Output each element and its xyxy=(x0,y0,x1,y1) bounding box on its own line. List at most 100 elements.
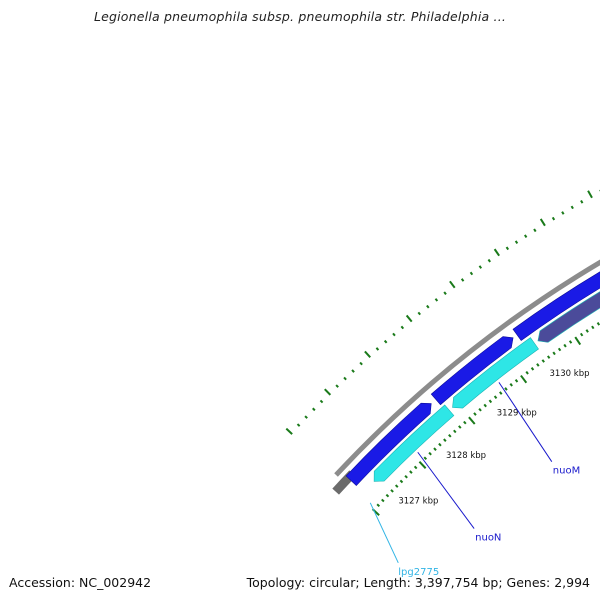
inner-tick-mark xyxy=(399,479,404,484)
inner-tick-mark xyxy=(473,412,477,416)
gene-label-leader xyxy=(498,382,553,462)
inner-tick-mark xyxy=(514,378,519,383)
inner-tick-mark xyxy=(546,355,551,359)
outer-tick-mark xyxy=(335,384,339,388)
inner-tick-mark xyxy=(433,447,437,451)
inner-tick-mark xyxy=(409,470,413,474)
inner-tick-mark xyxy=(504,387,508,391)
inner-tick-mark xyxy=(509,383,513,387)
inner-tick-mark xyxy=(390,489,394,493)
outer-tick-mark xyxy=(533,228,537,233)
accession-label: Accession: NC_002942 xyxy=(9,575,152,590)
outer-tick-mark xyxy=(561,211,565,215)
outer-tick-mark xyxy=(426,304,430,309)
kbp-label: 3129 kbp xyxy=(497,408,537,418)
inner-tick-mark xyxy=(552,351,556,356)
inner-tick-mark xyxy=(453,429,457,434)
outer-tick-mark xyxy=(487,258,491,263)
reverse-gene[interactable] xyxy=(452,337,539,409)
backbone-arc xyxy=(334,259,600,477)
inner-tick-mark xyxy=(563,343,567,348)
inner-tick-mark xyxy=(413,465,418,470)
inner-tick-mark xyxy=(568,340,573,344)
outer-tick-mark xyxy=(478,265,483,269)
gene-label-leader xyxy=(417,451,475,529)
outer-tick-mark xyxy=(375,347,380,351)
outer-tick-mark xyxy=(324,388,332,396)
gene-label-leader xyxy=(369,502,399,564)
inner-tick-mark xyxy=(428,451,432,456)
inner-tick-mark xyxy=(443,438,447,442)
reverse-gene[interactable] xyxy=(373,404,455,482)
inner-tick-mark xyxy=(376,503,381,508)
inner-tick-mark xyxy=(448,433,452,438)
inner-tick-mark xyxy=(381,498,385,503)
inner-tick-mark xyxy=(468,416,476,425)
outer-tick-mark xyxy=(580,200,584,204)
inner-tick-mark xyxy=(585,329,589,333)
outer-tick-mark xyxy=(312,407,316,412)
kbp-label: 3127 kbp xyxy=(398,497,438,507)
outer-tick-mark xyxy=(405,314,413,323)
inner-tick-mark xyxy=(557,347,562,352)
kbp-label: 3128 kbp xyxy=(446,451,486,461)
inner-tick-mark xyxy=(385,493,390,498)
inner-tick-mark xyxy=(520,374,528,384)
inner-tick-mark xyxy=(418,461,427,469)
outer-tick-mark xyxy=(493,248,500,257)
outer-tick-mark xyxy=(392,332,396,337)
outer-tick-mark xyxy=(364,350,371,359)
outer-tick-mark xyxy=(539,218,546,227)
inner-tick-mark xyxy=(423,456,428,461)
outer-tick-mark xyxy=(524,234,528,239)
outer-tick-mark xyxy=(469,271,474,276)
outer-tick-mark xyxy=(343,376,347,381)
outer-tick-mark xyxy=(400,325,405,330)
outer-tick-mark xyxy=(505,246,510,251)
inner-tick-mark xyxy=(596,321,600,326)
outer-tick-mark xyxy=(514,240,519,245)
outer-tick-mark xyxy=(319,399,324,404)
gene-label[interactable]: nuoM xyxy=(553,466,580,477)
inner-tick-mark xyxy=(394,484,399,488)
gene-label[interactable]: nuoN xyxy=(475,533,501,544)
outer-tick-mark xyxy=(460,278,465,282)
outer-tick-mark xyxy=(304,415,308,419)
inner-tick-mark xyxy=(483,403,487,408)
gene-label[interactable]: lpg2775 xyxy=(398,567,439,578)
inner-tick-mark xyxy=(458,425,462,429)
map-title: Legionella pneumophila subsp. pneumophil… xyxy=(93,9,507,24)
inner-tick-mark xyxy=(499,391,503,395)
outer-tick-mark xyxy=(417,311,421,316)
forward-gene[interactable] xyxy=(430,336,514,406)
outer-tick-mark xyxy=(434,298,439,302)
inner-tick-mark xyxy=(574,336,582,346)
inner-tick-mark xyxy=(463,420,467,425)
forward-gene[interactable] xyxy=(345,402,432,486)
outer-tick-mark xyxy=(383,339,388,344)
inner-tick-mark xyxy=(525,370,529,375)
inner-tick-mark xyxy=(591,325,595,330)
inner-tick-mark xyxy=(404,474,408,479)
outer-tick-mark xyxy=(449,280,456,289)
outer-tick-mark xyxy=(296,423,301,427)
genome-summary: Topology: circular; Length: 3,397,754 bp… xyxy=(246,575,590,590)
outer-tick-mark xyxy=(443,291,447,295)
outer-tick-mark xyxy=(551,216,556,221)
inner-tick-mark xyxy=(541,359,545,363)
inner-tick-mark xyxy=(478,407,482,412)
inner-tick-mark xyxy=(493,395,498,399)
inner-tick-mark xyxy=(536,363,540,367)
reverse-gene[interactable] xyxy=(537,262,600,343)
inner-tick-mark xyxy=(488,399,493,404)
forward-gene[interactable] xyxy=(512,255,600,341)
outer-tick-mark xyxy=(285,427,293,435)
outer-tick-mark xyxy=(587,190,593,199)
outer-tick-mark xyxy=(351,369,355,373)
outer-tick-mark xyxy=(570,205,574,210)
inner-tick-mark xyxy=(579,332,584,337)
inner-tick-mark xyxy=(438,442,442,447)
kbp-label: 3130 kbp xyxy=(549,369,589,379)
inner-tick-mark xyxy=(530,367,535,371)
